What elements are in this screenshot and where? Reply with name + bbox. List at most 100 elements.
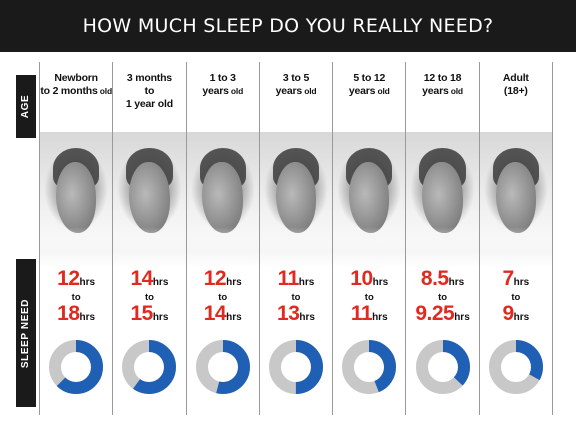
hours-unit: hrs [372, 277, 389, 288]
pie-sleep-slice [415, 340, 470, 394]
sleep-max-value: 11 [350, 302, 373, 325]
age-line-2-suffix: old [97, 86, 112, 96]
age-line-2-main: years [275, 85, 303, 97]
sleep-min-value: 12 [203, 267, 227, 290]
sleep-max-value: 15 [130, 302, 153, 325]
sleep-fraction-pie [342, 340, 397, 394]
pie-sleep-slice [49, 340, 104, 394]
hours-unit: hrs [372, 312, 388, 323]
age-label: 5 to 12 years old [333, 72, 405, 98]
sleep-max: 18hrs [40, 303, 112, 328]
sleep-need: 12hrs to 14hrs [187, 268, 259, 328]
age-line-2-suffix: old [228, 86, 244, 96]
sleep-max-value: 18 [57, 302, 80, 325]
sleep-fraction-pie [415, 340, 470, 394]
age-column: 3 months to 1 year old 14hrs to 15hrs [112, 62, 186, 415]
to-label: to [144, 292, 154, 303]
pie-sleep-slice [488, 340, 543, 394]
age-line-1: 3 to 5 [282, 72, 310, 84]
to-label: to [511, 292, 521, 303]
sleep-grid: Newborn to 2 months old 12hrs to 18hrs 3 mont… [39, 62, 553, 415]
sleep-min-value: 10 [350, 267, 373, 290]
age-label: 12 to 18 years old [406, 72, 478, 98]
age-line-1: 12 to 18 [423, 72, 462, 84]
to-label: to [71, 292, 81, 303]
face-shape [55, 161, 97, 233]
sleeping-person-photo [40, 132, 113, 268]
sleep-need: 8.5hrs to 9.25hrs [406, 268, 478, 328]
hours-unit: hrs [513, 312, 530, 323]
sleep-max-value: 13 [277, 302, 300, 325]
age-label-text: AGE [20, 94, 32, 119]
age-column: 12 to 18 years old 8.5hrs to 9.25hrs [405, 62, 479, 415]
to-label: to [218, 292, 228, 303]
sleep-min-value: 14 [130, 267, 153, 290]
sleep-min: 12hrs [40, 268, 112, 293]
age-line-2-suffix: old [302, 86, 317, 96]
sleeping-person-photo [113, 132, 186, 268]
to-label: to [291, 292, 301, 303]
sleeping-person-photo [479, 132, 552, 268]
age-side-label: AGE [16, 75, 36, 138]
sleeping-person-photo [259, 132, 333, 268]
age-line-2: to [144, 85, 155, 97]
sleep-min: 12hrs [187, 268, 259, 293]
hours-unit: hrs [226, 312, 242, 323]
sleep-fraction-pie [195, 340, 250, 394]
age-line-2: years old [260, 85, 332, 98]
sleep-min-value: 11 [277, 267, 300, 290]
age-label: Newborn to 2 months old [40, 72, 112, 98]
pie-sleep-slice [268, 340, 323, 394]
sleep-need: 12hrs to 18hrs [40, 268, 112, 328]
face-shape [202, 161, 243, 233]
hours-unit: hrs [298, 277, 315, 288]
age-line-2-suffix: old [448, 86, 463, 96]
hours-unit: hrs [513, 277, 530, 288]
hours-unit: hrs [79, 277, 96, 288]
hours-unit: hrs [299, 312, 315, 323]
sleep-min: 10hrs [333, 268, 405, 293]
sleep-max-value: 9.25 [415, 302, 455, 325]
to-label: to [438, 292, 448, 303]
page-title: HOW MUCH SLEEP DO YOU REALLY NEED? [82, 15, 494, 37]
age-line-1: 3 months [126, 72, 172, 84]
age-column: 1 to 3 years old 12hrs to 14hrs [185, 62, 259, 415]
sleep-min-value: 7 [502, 267, 514, 290]
face-shape [129, 161, 170, 233]
sleep-min: 11hrs [260, 268, 332, 293]
pillow-shape [259, 227, 333, 268]
sleep-need-side-label: SLEEP NEED [16, 259, 36, 407]
age-line-2-main: years [422, 85, 449, 97]
age-label: 3 to 5 years old [260, 72, 332, 98]
age-label: 1 to 3 years old [187, 72, 259, 98]
age-column: 5 to 12 years old 10hrs to 11hrs [332, 62, 406, 415]
sleep-min: 7hrs [480, 268, 552, 293]
sleep-min-value: 8.5 [420, 267, 449, 290]
sleeping-person-photo [406, 132, 479, 268]
sleep-need: 11hrs to 13hrs [260, 268, 332, 328]
age-column: 3 to 5 years old 11hrs to 13hrs [258, 62, 333, 415]
pillow-shape [40, 227, 113, 268]
face-shape [495, 161, 537, 233]
age-line-2-main: years [202, 85, 229, 97]
hours-unit: hrs [454, 312, 470, 323]
age-line-2-main: 2 months [52, 85, 98, 97]
pillow-shape [333, 227, 406, 268]
hours-unit: hrs [226, 277, 242, 288]
face-shape [349, 161, 390, 233]
sleep-max: 11hrs [333, 303, 405, 328]
age-line-1: Newborn [54, 72, 98, 84]
sleep-need: 7hrs to 9hrs [480, 268, 552, 328]
hours-unit: hrs [448, 277, 465, 288]
age-line-1: 1 to 3 [209, 72, 236, 84]
pillow-shape [406, 227, 479, 268]
sleep-min: 14hrs [113, 268, 185, 293]
age-line-2-main: (18+) [503, 85, 528, 97]
pie-sleep-slice [195, 340, 250, 394]
sleep-max: 9.25hrs [406, 303, 478, 328]
age-line-2: (18+) [480, 85, 552, 98]
age-label: 3 months to 1 year old [113, 72, 185, 111]
sleep-max: 13hrs [260, 303, 332, 328]
age-line-1: Adult [502, 72, 529, 84]
age-line-2-prefix: to [40, 85, 53, 97]
